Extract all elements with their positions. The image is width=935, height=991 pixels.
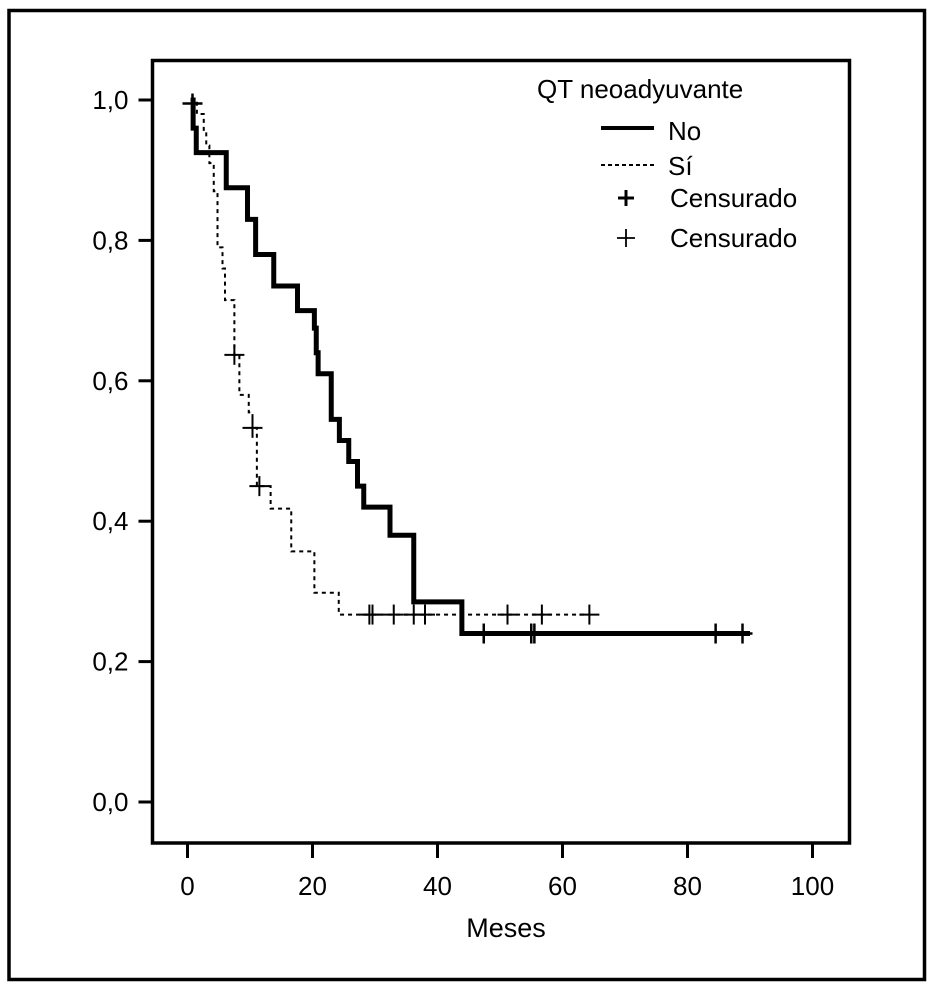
outer-border — [7, 8, 927, 982]
x-tick-label: 100 — [791, 871, 834, 901]
y-tick-label: 0,4 — [92, 506, 128, 536]
legend-censor-thin-icon — [617, 229, 635, 247]
censor-mark — [473, 623, 494, 644]
plot-frame — [150, 58, 852, 845]
survival-step-line — [190, 97, 750, 637]
censor-mark — [705, 623, 726, 644]
legend-label-no: No — [668, 116, 701, 146]
series-si — [190, 99, 600, 625]
censor-mark — [579, 604, 600, 625]
x-tick-label: 40 — [423, 871, 452, 901]
censor-mark — [497, 604, 518, 625]
series-no — [182, 93, 753, 644]
y-tick-label: 1,0 — [92, 85, 128, 115]
legend-censor-bold-icon — [618, 190, 634, 206]
x-tick-label: 0 — [180, 871, 194, 901]
legend: QT neoadyuvante No Sí Censurado Censurad… — [537, 74, 797, 253]
censor-mark — [242, 417, 263, 438]
censor-mark — [362, 604, 383, 625]
y-tick-label: 0,6 — [92, 366, 128, 396]
censor-mark — [415, 604, 435, 625]
legend-label-censored-si: Censurado — [670, 223, 797, 253]
y-tick-label: 0,8 — [92, 225, 128, 255]
survival-step-line — [190, 99, 590, 616]
x-tick-label: 80 — [673, 871, 702, 901]
legend-label-si: Sí — [668, 151, 693, 181]
censor-mark — [249, 476, 270, 497]
x-axis: 0 20 40 60 80 100 — [180, 843, 834, 901]
censor-mark — [224, 344, 245, 365]
x-tick-label: 20 — [298, 871, 327, 901]
censor-mark — [732, 623, 753, 644]
x-tick-label: 60 — [548, 871, 577, 901]
censor-mark — [531, 604, 552, 625]
x-axis-title: Meses — [466, 913, 546, 943]
y-tick-label: 0,2 — [92, 647, 128, 677]
y-axis: 0,0 0,2 0,4 0,6 0,8 1,0 — [92, 85, 153, 817]
censor-mark — [383, 604, 404, 625]
legend-title: QT neoadyuvante — [537, 74, 743, 104]
y-tick-label: 0,0 — [92, 787, 128, 817]
legend-label-censored-no: Censurado — [670, 183, 797, 213]
series-layer — [182, 93, 753, 644]
censor-mark — [182, 93, 203, 114]
censor-mark — [524, 623, 545, 644]
